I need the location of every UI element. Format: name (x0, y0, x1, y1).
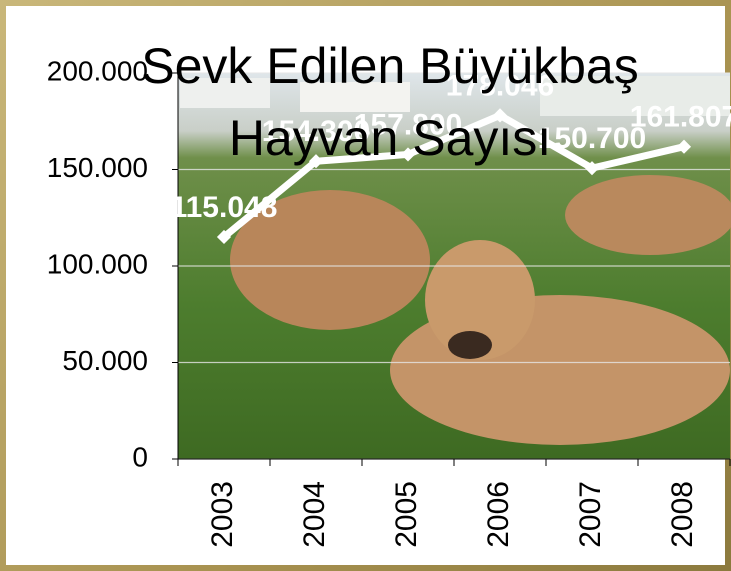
x-tick-label: 2006 (482, 481, 515, 548)
chart-title: Sevk Edilen Büyükbaş Hayvan Sayısı (141, 38, 639, 166)
y-tick-label: 200.000 (47, 55, 148, 86)
marker (308, 154, 324, 169)
x-tick-label: 2008 (666, 481, 699, 548)
y-tick-label: 150.000 (47, 152, 148, 183)
data-label: 161.807 (630, 101, 731, 134)
x-tick-label: 2005 (390, 481, 423, 548)
data-label: 150.700 (538, 122, 646, 155)
x-tick-label: 2003 (206, 481, 239, 548)
marker (492, 108, 508, 123)
data-label: 157.800 (354, 108, 462, 141)
x-tick-label: 2004 (298, 481, 331, 548)
marker (584, 161, 600, 176)
y-tick-label: 50.000 (62, 345, 148, 376)
y-tick-label: 100.000 (47, 248, 148, 279)
data-label: 178.046 (446, 69, 554, 102)
data-label: 154.300 (262, 115, 370, 148)
x-tick-label: 2007 (574, 481, 607, 548)
marker (400, 147, 416, 162)
y-tick-label: 0 (132, 441, 148, 472)
marker (676, 139, 692, 154)
data-label: 115.048 (171, 191, 278, 224)
marker (216, 229, 232, 245)
line (221, 111, 685, 240)
